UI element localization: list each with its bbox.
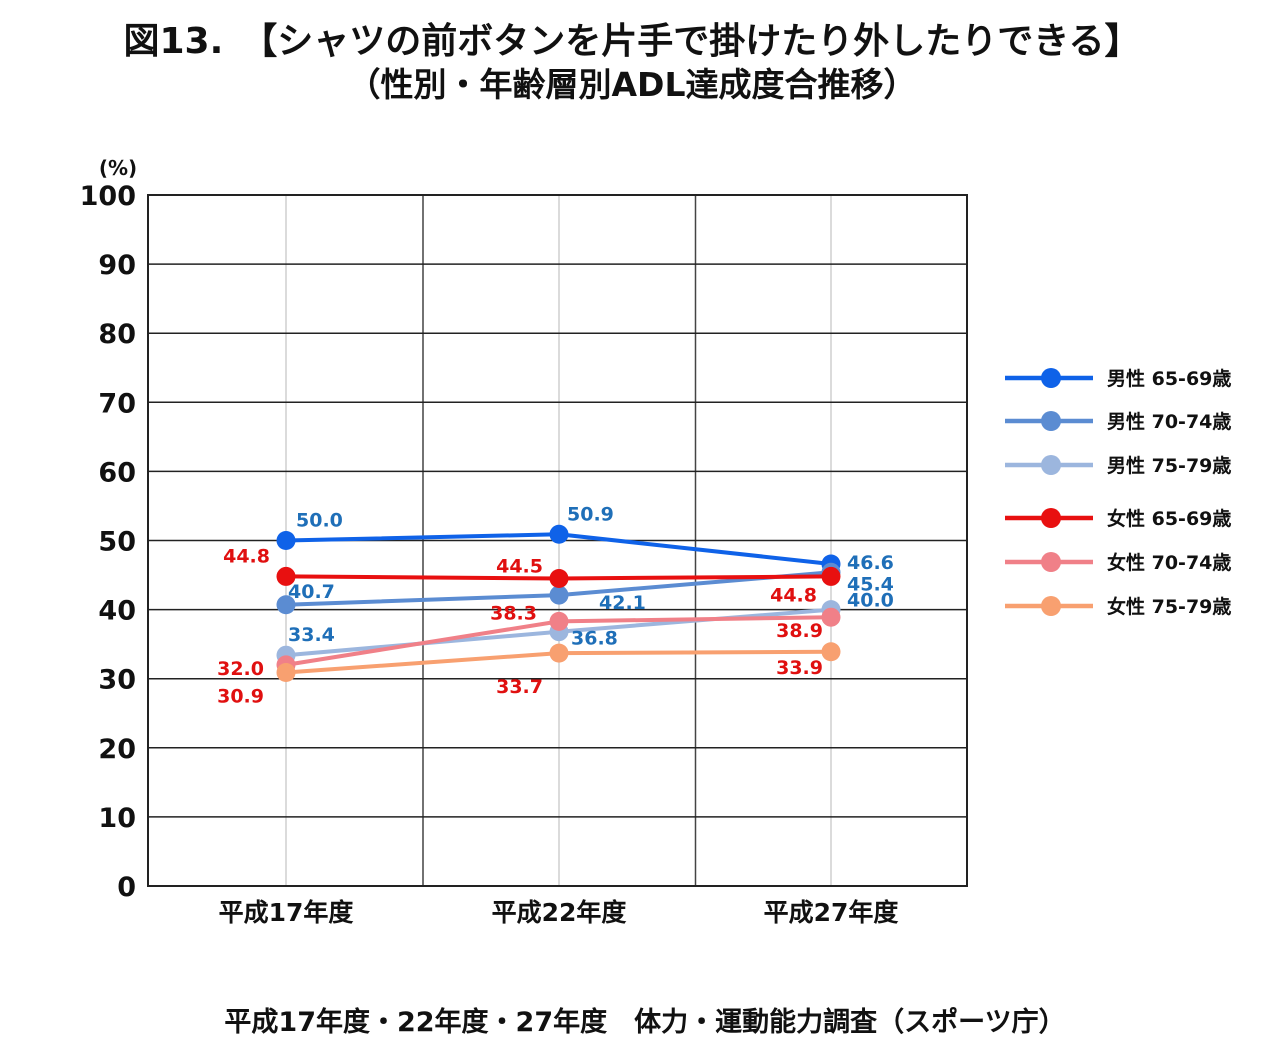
data-point bbox=[549, 611, 569, 631]
y-tick-label: 0 bbox=[117, 872, 136, 903]
x-tick-label: 平成22年度 bbox=[492, 898, 627, 927]
legend-label: 男性 75-79歳 bbox=[1107, 454, 1231, 477]
y-tick-label: 80 bbox=[98, 319, 136, 350]
legend-marker bbox=[1041, 508, 1061, 528]
legend-label: 女性 70-74歳 bbox=[1107, 551, 1231, 574]
data-label: 33.9 bbox=[776, 657, 823, 679]
data-point bbox=[549, 643, 569, 663]
legend-label: 女性 75-79歳 bbox=[1107, 595, 1231, 618]
data-point bbox=[549, 585, 569, 605]
y-tick-label: 90 bbox=[98, 250, 136, 281]
data-label: 30.9 bbox=[217, 685, 264, 707]
y-tick-label: 50 bbox=[98, 527, 136, 558]
data-label: 33.4 bbox=[288, 624, 335, 646]
data-label: 44.8 bbox=[223, 545, 270, 567]
data-label: 42.1 bbox=[599, 592, 646, 614]
data-label: 45.4 bbox=[847, 573, 894, 595]
x-tick-label: 平成17年度 bbox=[219, 898, 354, 927]
x-tick-label: 平成27年度 bbox=[764, 898, 899, 927]
legend-marker bbox=[1041, 455, 1061, 475]
legend-marker bbox=[1041, 368, 1061, 388]
legend-label: 男性 65-69歳 bbox=[1107, 367, 1231, 390]
data-point bbox=[276, 662, 296, 682]
data-label: 46.6 bbox=[847, 552, 894, 574]
data-point bbox=[821, 566, 841, 586]
data-source-caption: 平成17年度・22年度・27年度 体力・運動能力調査（スポーツ庁） bbox=[224, 1007, 1066, 1038]
y-tick-label: 70 bbox=[98, 388, 136, 419]
data-point bbox=[276, 531, 296, 550]
legend-marker bbox=[1041, 411, 1061, 431]
data-label: 40.7 bbox=[288, 581, 335, 603]
data-label: 38.3 bbox=[490, 602, 537, 624]
data-label: 50.0 bbox=[296, 510, 343, 532]
y-tick-label: 30 bbox=[98, 665, 136, 696]
y-tick-label: 40 bbox=[98, 596, 136, 627]
chart-title-line2: （性別・年齢層別ADL達成度合推移） bbox=[347, 65, 917, 104]
data-label: 44.5 bbox=[496, 556, 543, 578]
data-label: 33.7 bbox=[496, 676, 543, 698]
legend-marker bbox=[1041, 596, 1061, 616]
y-tick-label: 10 bbox=[98, 803, 136, 834]
data-point bbox=[276, 566, 296, 586]
y-axis-label: (%) bbox=[99, 156, 137, 180]
data-point bbox=[549, 524, 569, 544]
data-point bbox=[821, 607, 841, 627]
legend-marker bbox=[1041, 552, 1061, 572]
y-tick-label: 100 bbox=[80, 181, 136, 212]
legend-label: 男性 70-74歳 bbox=[1107, 410, 1231, 433]
data-point bbox=[821, 642, 841, 662]
data-label: 38.9 bbox=[776, 620, 823, 642]
y-tick-label: 60 bbox=[98, 457, 136, 488]
chart-title-line1: 図13. 【シャツの前ボタンを片手で掛けたり外したりできる】 bbox=[123, 21, 1141, 62]
data-label: 40.0 bbox=[847, 590, 894, 612]
plot-border bbox=[147, 194, 968, 887]
data-point bbox=[276, 595, 296, 615]
data-label: 36.8 bbox=[571, 628, 618, 650]
data-point bbox=[549, 569, 569, 589]
data-label: 44.8 bbox=[770, 584, 817, 606]
data-label: 50.9 bbox=[567, 503, 614, 525]
legend-label: 女性 65-69歳 bbox=[1107, 507, 1231, 530]
data-label: 32.0 bbox=[217, 658, 264, 680]
y-tick-label: 20 bbox=[98, 734, 136, 765]
